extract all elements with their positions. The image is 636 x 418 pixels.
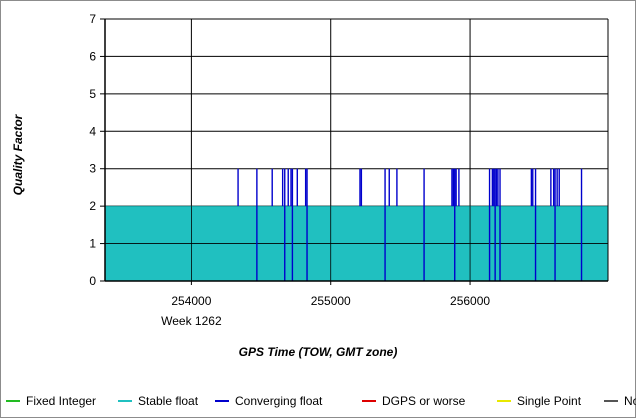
- stable-float-area: [104, 205, 609, 282]
- plot-area: 0 1 2 3 4 5 6 7 254000 Week 1262 255000 256000: [89, 12, 609, 328]
- legend-swatch: [215, 400, 229, 402]
- axes: [100, 18, 609, 285]
- tick-labels: 0 1 2 3 4 5 6 7 254000 Week 1262 255000 256000: [89, 12, 490, 328]
- legend-swatch: [362, 400, 376, 402]
- y-tick-label: 7: [89, 12, 96, 26]
- legend-swatch: [497, 400, 511, 402]
- y-axis-label: Quality Factor: [11, 114, 25, 196]
- legend-item: Fixed Integer: [6, 394, 96, 408]
- y-tick-label: 2: [89, 199, 96, 213]
- legend-label: Single Point: [517, 394, 582, 408]
- y-tick-label: 4: [89, 124, 96, 138]
- legend-label: Fixed Integer: [26, 394, 97, 408]
- x-tick-label: 254000: [171, 294, 211, 308]
- y-tick-label: 6: [89, 49, 96, 63]
- x-tick-label: 256000: [450, 294, 490, 308]
- x-tick-label: 255000: [311, 294, 351, 308]
- legend-item: Stable float: [118, 394, 198, 408]
- legend-item: Single Point: [497, 394, 581, 408]
- legend-label: Stable float: [138, 394, 199, 408]
- legend-label: Converging float: [235, 394, 323, 408]
- x-axis-label: GPS Time (TOW, GMT zone): [238, 345, 398, 359]
- legend: Fixed Integer Stable float Converging floa…: [0, 392, 636, 412]
- legend-swatch: [6, 400, 20, 402]
- y-tick-label: 5: [89, 87, 96, 101]
- legend-item: No: [604, 394, 636, 408]
- y-tick-label: 1: [89, 237, 96, 251]
- legend-label: No: [624, 394, 636, 408]
- legend-swatch: [604, 400, 618, 402]
- legend-item: Converging float: [215, 394, 322, 408]
- x-tick-sublabel: Week 1262: [161, 314, 222, 328]
- legend-swatch: [118, 400, 132, 402]
- converging-float-lines: [237, 168, 583, 281]
- legend-label: DGPS or worse: [382, 394, 466, 408]
- legend-item: DGPS or worse: [362, 394, 465, 408]
- y-tick-label: 0: [89, 274, 96, 288]
- y-tick-label: 3: [89, 162, 96, 176]
